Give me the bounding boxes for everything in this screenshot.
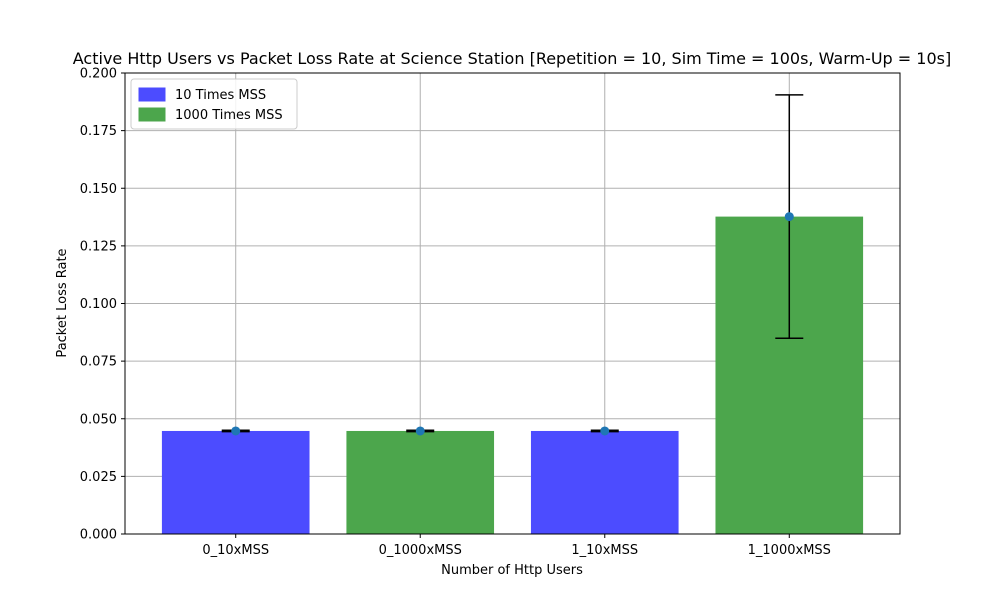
x-tick-label: 0_10xMSS (202, 543, 269, 558)
y-axis-label: Packet Loss Rate (55, 248, 70, 357)
chart-title: Active Http Users vs Packet Loss Rate at… (73, 49, 951, 68)
error-bars (221, 94, 804, 436)
bar (530, 430, 679, 534)
legend: 10 Times MSS 1000 Times MSS (130, 78, 298, 130)
x-tick-label: 0_1000xMSS (379, 543, 462, 558)
bar (161, 430, 310, 534)
y-tick-label: 0.025 (80, 470, 117, 485)
legend-swatch (138, 107, 166, 122)
legend-label: 10 Times MSS (175, 88, 266, 103)
y-tick-label: 0.100 (80, 297, 117, 312)
plot-frame (124, 72, 901, 535)
mean-marker (415, 426, 425, 436)
bars (161, 216, 864, 534)
y-tick-label: 0.200 (80, 67, 117, 82)
mean-marker (784, 212, 794, 222)
mean-marker (231, 426, 241, 436)
x-tick-label: 1_1000xMSS (748, 543, 831, 558)
axes: 0.000 0.025 0.050 0.075 0.100 0.125 0.150 0.175… (80, 67, 901, 558)
mean-marker (600, 426, 610, 436)
y-tick-label: 0.125 (80, 239, 117, 254)
bar (346, 430, 495, 534)
legend-label: 1000 Times MSS (175, 108, 283, 123)
y-tick-label: 0.050 (80, 412, 117, 427)
x-tick-label: 1_10xMSS (571, 543, 638, 558)
y-tick-label: 0.075 (80, 355, 117, 370)
y-tick-label: 0.150 (80, 182, 117, 197)
x-axis-label: Number of Http Users (441, 563, 583, 578)
y-tick-label: 0.175 (80, 124, 117, 139)
legend-box (130, 78, 298, 130)
legend-swatch (138, 87, 166, 102)
y-tick-label: 0.000 (80, 528, 117, 543)
